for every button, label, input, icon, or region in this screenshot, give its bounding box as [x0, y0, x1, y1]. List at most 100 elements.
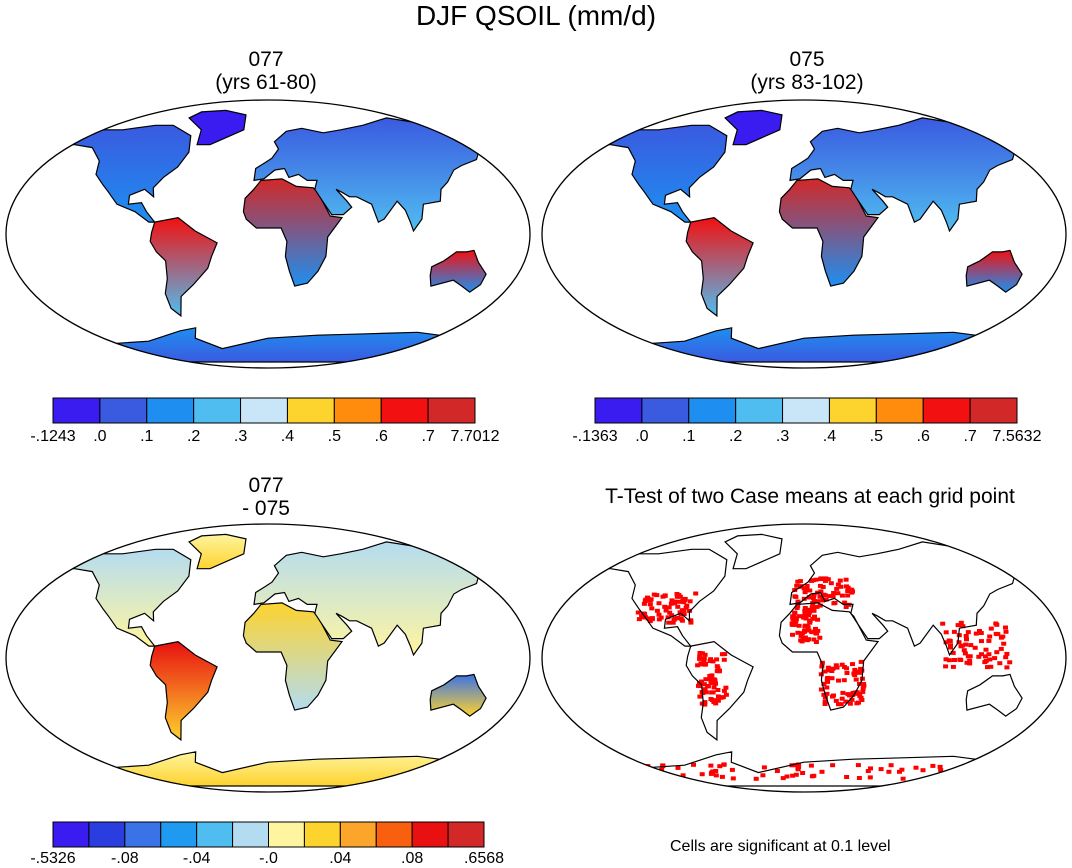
map-border: [5, 99, 531, 369]
panel-1-title: 077 (yrs 61-80): [166, 48, 366, 94]
colorbar-swatch: [146, 397, 195, 424]
colorbar-tick-label: -.04: [182, 850, 211, 867]
map-border: [5, 523, 531, 793]
colorbar-tick-label: .1: [682, 428, 696, 445]
colorbar-case-077-labels: -.1243 .0 .1 .2 .3 .4 .5 .6 .7 7.7012: [30, 428, 499, 448]
colorbar-tick-label: -.5326: [30, 850, 76, 867]
continent-greenland: [724, 109, 783, 146]
continent-antarctica: [49, 327, 485, 363]
continent-africa: [778, 602, 880, 711]
continent-eurasia: [789, 541, 1035, 657]
continent-greenland: [724, 533, 783, 570]
colorbar-tick-label: 7.7012: [450, 428, 500, 445]
colorbar-swatch: [160, 821, 198, 848]
continent-southAmerica: [685, 640, 754, 742]
colorbar-swatch: [339, 821, 377, 848]
colorbar-swatch: [333, 397, 382, 424]
continent-eurasia: [253, 117, 499, 233]
colorbar-swatch: [922, 397, 971, 424]
colorbar-swatch: [88, 821, 126, 848]
colorbar-swatch: [594, 397, 643, 424]
colorbar-swatch: [303, 821, 341, 848]
continent-greenland: [188, 533, 247, 570]
colorbar-tick-label: .0: [635, 428, 649, 445]
colorbar-tick-label: .4: [822, 428, 837, 445]
colorbar-swatch: [52, 397, 101, 424]
colorbar-case-075: [594, 397, 1018, 424]
colorbar-case-075-labels: -.1363 .0 .1 .2 .3 .4 .5 .6 .7 7.5632: [572, 428, 1041, 448]
continent-australia: [429, 673, 487, 717]
continent-southAmerica: [149, 216, 218, 318]
continent-australia: [429, 249, 487, 293]
colorbar-tick-label: .5: [327, 428, 341, 445]
colorbar-tick-label: .08: [401, 850, 424, 867]
continent-australia: [965, 249, 1023, 293]
continent-southAmerica: [685, 216, 754, 318]
colorbar-swatch: [411, 821, 449, 848]
continent-antarctica: [585, 751, 1021, 787]
continent-northAmerica: [590, 548, 728, 647]
colorbar-swatch: [232, 821, 269, 848]
colorbar-tick-label: .7: [421, 428, 435, 445]
colorbar-swatch: [782, 397, 830, 424]
colorbar-swatch: [286, 397, 335, 424]
panel-1-title-case: 077: [248, 48, 284, 71]
map-panel-case-075: [541, 99, 1067, 369]
colorbar-tick-label: .2: [186, 428, 201, 445]
colorbar-swatch: [268, 821, 305, 848]
colorbar-swatch: [875, 397, 924, 424]
panel-4-title: T-Test of two Case means at each grid po…: [605, 485, 1015, 508]
continent-northAmerica: [54, 124, 192, 223]
colorbar-swatch: [447, 821, 485, 848]
panel-2-title-years: (yrs 83-102): [750, 71, 864, 94]
colorbar-difference: [52, 821, 485, 848]
continent-southAmerica: [149, 640, 218, 742]
colorbar-tick-label: .3: [233, 428, 248, 445]
colorbar-swatch: [969, 397, 1018, 424]
colorbar-tick-label: -.08: [111, 850, 139, 867]
map-panel-ttest: [541, 523, 1067, 793]
colorbar-difference-labels: -.5326 -.08 -.04 -.0 .04 .08 .6568: [30, 850, 504, 868]
colorbar-tick-label: .1: [140, 428, 154, 445]
colorbar-swatch: [124, 821, 162, 848]
colorbar-tick-label: .2: [728, 428, 743, 445]
significance-note: Cells are significant at 0.1 level: [670, 838, 891, 855]
continent-antarctica: [585, 327, 1021, 363]
continent-australia: [965, 673, 1023, 717]
colorbar-swatch: [196, 821, 234, 848]
colorbar-swatch: [99, 397, 148, 424]
continent-northAmerica: [54, 548, 192, 647]
continent-greenland: [188, 109, 247, 146]
colorbar-tick-label: .0: [93, 428, 107, 445]
colorbar-swatch: [735, 397, 784, 424]
continent-africa: [778, 178, 880, 287]
colorbar-swatch: [380, 397, 429, 424]
colorbar-swatch: [375, 821, 413, 848]
colorbar-swatch: [52, 821, 90, 848]
colorbar-tick-label: .5: [869, 428, 883, 445]
map-border: [541, 99, 1067, 369]
colorbar-case-077: [52, 397, 476, 424]
continent-northAmerica: [590, 124, 728, 223]
colorbar-tick-label: -.1243: [30, 428, 76, 445]
colorbar-swatch: [641, 397, 690, 424]
colorbar-tick-label: -.0: [259, 850, 278, 867]
map-border: [541, 523, 1067, 793]
colorbar-tick-label: .4: [280, 428, 295, 445]
colorbar-tick-label: .7: [963, 428, 977, 445]
continent-africa: [242, 178, 344, 287]
colorbar-tick-label: .6: [916, 428, 930, 445]
colorbar-swatch: [193, 397, 242, 424]
continent-antarctica: [49, 751, 485, 787]
panel-1-title-years: (yrs 61-80): [215, 71, 317, 94]
panel-2-title: 075 (yrs 83-102): [707, 48, 907, 94]
colorbar-swatch: [240, 397, 288, 424]
colorbar-tick-label: .6: [374, 428, 388, 445]
colorbar-tick-label: 7.5632: [992, 428, 1042, 445]
colorbar-tick-label: .6568: [463, 850, 505, 867]
map-panel-difference: [5, 523, 531, 793]
colorbar-swatch: [688, 397, 737, 424]
map-panel-case-077: [5, 99, 531, 369]
colorbar-tick-label: .3: [775, 428, 790, 445]
colorbar-tick-label: -.1363: [572, 428, 618, 445]
